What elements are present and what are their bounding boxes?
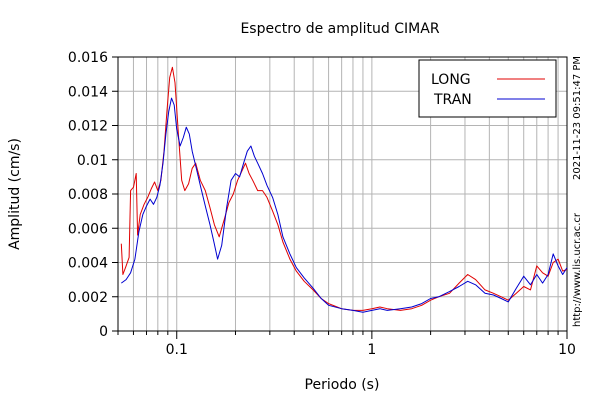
y-tick-label: 0 (99, 324, 108, 340)
y-tick-label: 0.002 (68, 290, 108, 306)
source-url-annotation: http://www.lis.ucr.ac.cr (572, 212, 583, 327)
y-tick-label: 0.01 (77, 153, 108, 169)
grid-lines (117, 56, 568, 332)
y-tick-label: 0.008 (68, 187, 108, 203)
y-tick-label: 0.006 (68, 221, 108, 237)
legend: LONG TRAN (418, 59, 557, 118)
x-axis-title: Periodo (s) (305, 377, 380, 393)
axis-ticks: 0 0.002 0.004 0.006 0.008 0.01 0.012 0.014 0.016… (68, 50, 576, 358)
y-tick-label: 0.014 (68, 84, 108, 100)
y-tick-label: 0.012 (68, 119, 108, 135)
legend-label-tran: TRAN (433, 92, 472, 108)
series-line-tran (121, 97, 568, 313)
legend-box (418, 59, 557, 118)
timestamp-annotation: 2021-11-23 09:51:47 PM (572, 56, 583, 180)
legend-label-long: LONG (431, 72, 471, 88)
chart-title: Espectro de amplitud CIMAR (240, 21, 439, 37)
series-lines (120, 66, 568, 313)
y-tick-label: 0.016 (68, 50, 108, 66)
x-tick-label: 1 (367, 342, 376, 358)
y-axis-title: Amplitud (cm/s) (7, 138, 23, 250)
x-tick-label: 0.1 (166, 342, 188, 358)
series-line-long (120, 66, 568, 311)
x-tick-label: 10 (558, 342, 576, 358)
y-tick-label: 0.004 (68, 256, 108, 272)
